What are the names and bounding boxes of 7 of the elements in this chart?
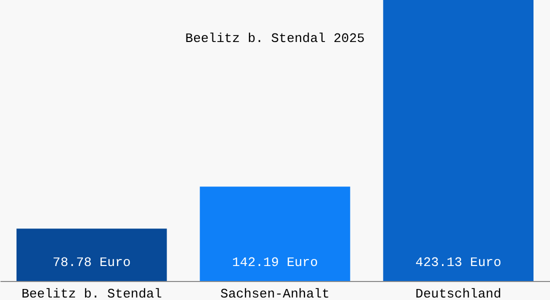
x-tick-label: Sachsen-Anhalt xyxy=(220,286,330,300)
data-label: 423.13 Euro xyxy=(415,255,502,270)
x-tick-label: Beelitz b. Stendal xyxy=(21,286,162,300)
data-label: 78.78 Euro xyxy=(52,255,131,270)
text: Beelitz b. Stendal 2025 xyxy=(185,31,365,46)
x-tick-label: Deutschland xyxy=(415,286,502,300)
data-label: 142.19 Euro xyxy=(232,255,318,270)
